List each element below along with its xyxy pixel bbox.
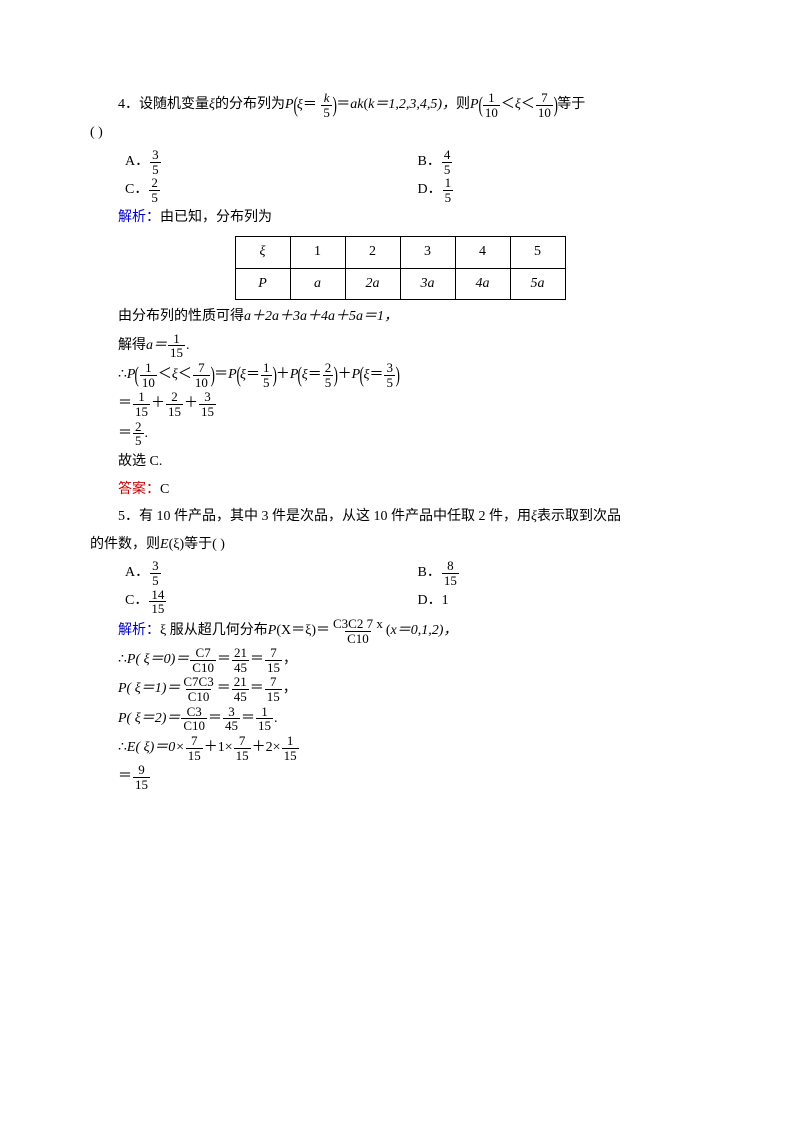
q4-answer: 答案： C [90, 477, 710, 504]
q5-stem: 5． 有 10 件产品，其中 3 件是次品，从这 10 件产品中任取 2 件，用… [90, 504, 710, 531]
q4-option-d: D． 15 [418, 176, 711, 204]
q5-p2: P( ξ＝2)＝ C3C10 ＝ 345 ＝ 115 . [90, 705, 710, 733]
q5-option-b: B． 815 [418, 559, 711, 587]
q4-result: ＝ 25 . [90, 420, 710, 448]
q4-number: 4． [118, 92, 139, 119]
q5-jiexi: 解析： ξ 服从超几何分布 P (X＝ξ) ＝ C3C2 7 xC10 ( x＝… [90, 617, 710, 645]
q5-p0: ∴ P( ξ＝0)＝ C7C10 ＝ 2145 ＝ 715 ， [90, 646, 710, 674]
q4-option-b: B． 45 [418, 148, 711, 176]
q4-sum-fracs: ＝ 115 ＋ 215 ＋ 315 [90, 390, 710, 418]
q4-line-sum: 由分布列的性质可得 a＋2a＋3a＋4a＋5a＝1， [90, 304, 710, 331]
q5-stem2: 的件数，则 E (ξ) 等于( ) [90, 532, 710, 559]
q5-expectation: ∴ E( ξ)＝0× 715 ＋1× 715 ＋2× 115 [90, 734, 710, 762]
q4-expand: ∴ P ( 110 ＜ ξ ＜ 710 ) ＝ P ( ξ＝15 ) ＋ P (… [90, 361, 710, 389]
q4-option-a: A． 35 [90, 148, 418, 176]
q4-guxuan: 故选 C. [90, 449, 710, 476]
q5-result: ＝ 915 [90, 763, 710, 791]
q5-option-c: C． 1415 [90, 588, 418, 616]
q5-option-d: D． 1 [418, 588, 711, 616]
q4-stem: 4． 设随机变量 ξ 的分布列为 P ( ξ＝ k5 ) ＝ ak ( k＝1,… [90, 91, 710, 119]
q5-options-row2: C． 1415 D． 1 [90, 588, 710, 616]
q4-options-row1: A． 35 B． 45 [90, 148, 710, 176]
q4-jiexi-head: 解析： 由已知，分布列为 [90, 205, 710, 232]
q5-p1: P( ξ＝1)＝ C7C3C10 ＝ 2145 ＝ 715 ， [90, 675, 710, 703]
q4-line-a: 解得 a＝ 115 . [90, 332, 710, 360]
document-content: 4． 设随机变量 ξ 的分布列为 P ( ξ＝ k5 ) ＝ ak ( k＝1,… [90, 91, 710, 792]
q4-option-c: C． 25 [90, 176, 418, 204]
q4-blank: ( ) [90, 120, 710, 147]
q5-options-row1: A． 35 B． 815 [90, 559, 710, 587]
q5-option-a: A． 35 [90, 559, 418, 587]
q4-options-row2: C． 25 D． 15 [90, 176, 710, 204]
q4-distribution-table: ξ 1 2 3 4 5 P a 2a 3a 4a 5a [235, 236, 566, 300]
